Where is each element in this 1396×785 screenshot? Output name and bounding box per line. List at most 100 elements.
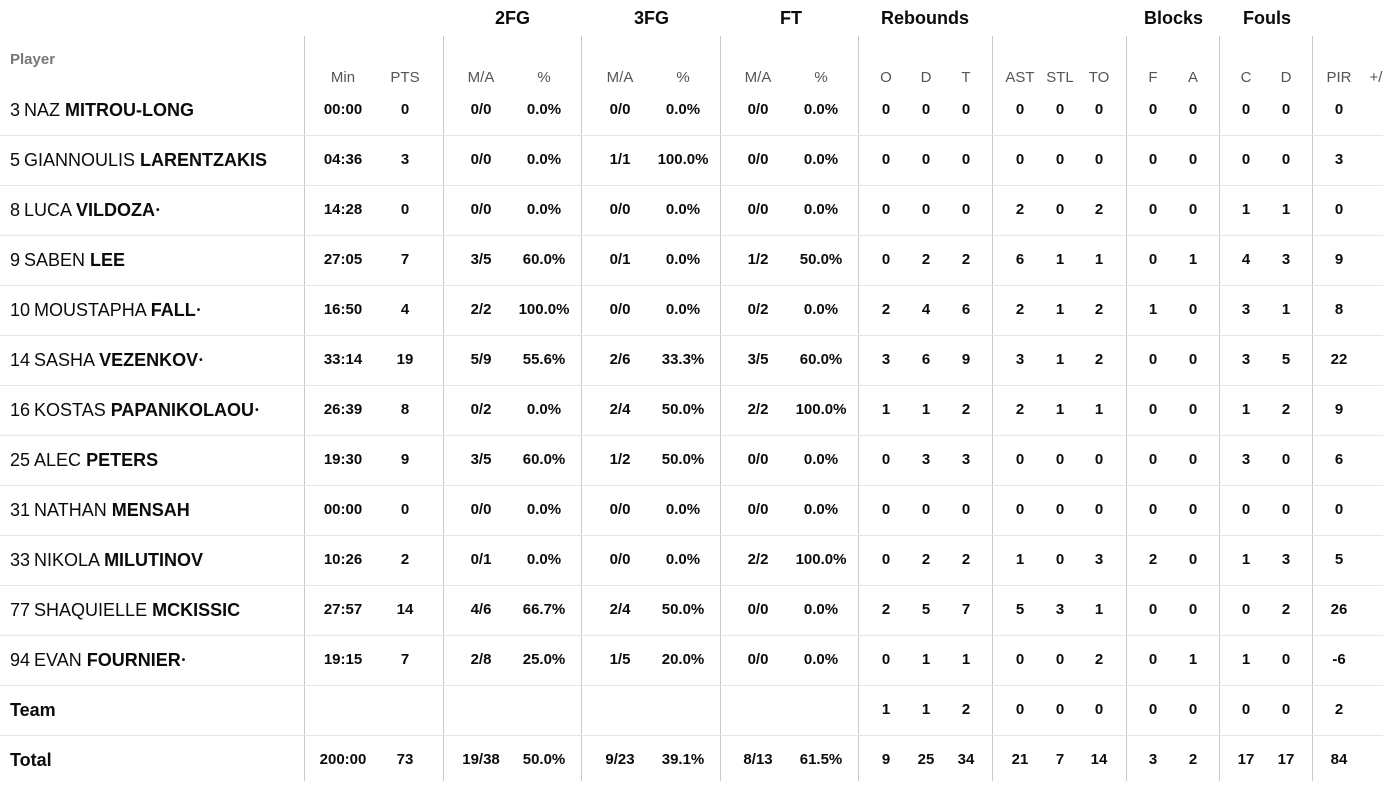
cell-blk-f: 1 bbox=[1148, 301, 1158, 318]
player-name-link[interactable]: 25 ALEC PETERS bbox=[10, 435, 158, 485]
cell-to: 14 bbox=[1090, 751, 1108, 768]
cell-stl: 0 bbox=[1055, 651, 1065, 668]
cell-2fg-pct: 25.0% bbox=[522, 651, 566, 668]
cell-foul-d: 0 bbox=[1281, 651, 1291, 668]
cell-to: 3 bbox=[1094, 551, 1104, 568]
player-first-name: SABEN bbox=[24, 250, 91, 270]
cell-to: 0 bbox=[1094, 701, 1104, 718]
col-header-reb-t[interactable]: T bbox=[961, 69, 971, 86]
player-name-link[interactable]: 94 EVAN FOURNIER• bbox=[10, 635, 185, 686]
starter-marker-icon: • bbox=[255, 405, 259, 417]
cell-pir: 6 bbox=[1334, 451, 1344, 468]
col-header-ast[interactable]: AST bbox=[1005, 69, 1035, 86]
cell-ast: 2 bbox=[1015, 201, 1025, 218]
cell-ast: 0 bbox=[1015, 151, 1025, 168]
col-header-blk-f[interactable]: F bbox=[1148, 69, 1158, 86]
player-name-link[interactable]: 10 MOUSTAPHA FALL• bbox=[10, 285, 200, 336]
starter-marker-icon: • bbox=[199, 355, 203, 367]
cell-reb-t: 0 bbox=[961, 201, 971, 218]
col-header-foul-c[interactable]: C bbox=[1240, 69, 1252, 86]
player-name-link[interactable]: 31 NATHAN MENSAH bbox=[10, 485, 190, 535]
col-header-2fg-pct[interactable]: % bbox=[537, 69, 551, 86]
table-row: 14 SASHA VEZENKOV• 33:14 19 5/9 55.6% 2/6 33.3%… bbox=[0, 335, 1383, 386]
col-header-stl[interactable]: STL bbox=[1046, 69, 1074, 86]
cell-foul-d: 17 bbox=[1277, 751, 1295, 768]
cell-reb-t: 0 bbox=[961, 501, 971, 518]
cell-reb-o: 0 bbox=[881, 501, 891, 518]
group-blocks: Blocks bbox=[1144, 8, 1204, 28]
col-header-ft-ma[interactable]: M/A bbox=[744, 69, 772, 86]
cell-pir: -6 bbox=[1332, 651, 1346, 668]
player-name-link[interactable]: 5 GIANNOULIS LARENTZAKIS bbox=[10, 135, 267, 185]
cell-ft-pct: 0.0% bbox=[803, 601, 839, 618]
cell-min: 10:26 bbox=[323, 551, 363, 568]
cell-2fg-ma: 2/2 bbox=[470, 301, 492, 318]
cell-stl: 0 bbox=[1055, 701, 1065, 718]
cell-pir: 3 bbox=[1334, 151, 1344, 168]
cell-ft-pct: 0.0% bbox=[803, 201, 839, 218]
col-header-pts[interactable]: PTS bbox=[390, 69, 420, 86]
col-header-min[interactable]: Min bbox=[330, 69, 356, 86]
player-first-name: SASHA bbox=[34, 350, 100, 370]
cell-to: 1 bbox=[1094, 401, 1104, 418]
col-header-ft-pct[interactable]: % bbox=[814, 69, 828, 86]
col-header-plusminus[interactable]: +/ bbox=[1369, 69, 1383, 86]
player-name-link[interactable]: 14 SASHA VEZENKOV• bbox=[10, 335, 203, 386]
cell-3fg-pct: 33.3% bbox=[661, 351, 705, 368]
cell-foul-c: 1 bbox=[1241, 551, 1251, 568]
cell-3fg-ma: 0/0 bbox=[609, 301, 631, 318]
col-header-pir[interactable]: PIR bbox=[1326, 69, 1352, 86]
cell-to: 2 bbox=[1094, 201, 1104, 218]
table-row: Total 200:00 73 19/38 50.0% 9/23 39.1% 8/13 61.5… bbox=[0, 735, 1383, 785]
cell-2fg-pct: 0.0% bbox=[526, 551, 562, 568]
cell-foul-c: 3 bbox=[1241, 301, 1251, 318]
cell-ft-ma: 0/2 bbox=[747, 301, 769, 318]
cell-ast: 0 bbox=[1015, 651, 1025, 668]
cell-2fg-pct: 0.0% bbox=[526, 401, 562, 418]
table-row: 94 EVAN FOURNIER• 19:15 7 2/8 25.0% 1/5 20.0% 0/… bbox=[0, 635, 1383, 686]
cell-reb-d: 1 bbox=[921, 701, 931, 718]
player-name-link[interactable]: 77 SHAQUIELLE MCKISSIC bbox=[10, 585, 240, 635]
cell-blk-a: 0 bbox=[1188, 101, 1198, 118]
cell-reb-t: 3 bbox=[961, 451, 971, 468]
cell-reb-o: 3 bbox=[881, 351, 891, 368]
cell-ast: 0 bbox=[1015, 101, 1025, 118]
col-header-3fg-ma[interactable]: M/A bbox=[606, 69, 634, 86]
cell-pts: 4 bbox=[400, 301, 410, 318]
cell-stl: 0 bbox=[1055, 551, 1065, 568]
player-first-name: NIKOLA bbox=[34, 550, 105, 570]
cell-stl: 1 bbox=[1055, 301, 1065, 318]
col-header-foul-d[interactable]: D bbox=[1280, 69, 1292, 86]
player-number: 77 bbox=[10, 600, 31, 620]
player-last-name: PETERS bbox=[86, 450, 159, 470]
cell-ft-pct: 50.0% bbox=[799, 251, 843, 268]
col-header-2fg-ma[interactable]: M/A bbox=[467, 69, 495, 86]
cell-3fg-ma: 0/0 bbox=[609, 101, 631, 118]
cell-reb-d: 1 bbox=[921, 651, 931, 668]
col-header-reb-o[interactable]: O bbox=[880, 69, 892, 86]
player-name-link[interactable]: 9 SABEN LEE bbox=[10, 235, 125, 285]
player-column-header[interactable]: Player bbox=[10, 51, 56, 68]
player-name-link[interactable]: 8 LUCA VILDOZA• bbox=[10, 185, 160, 236]
player-name-link[interactable]: 33 NIKOLA MILUTINOV bbox=[10, 535, 203, 585]
cell-min: 19:30 bbox=[323, 451, 363, 468]
table-row: 16 KOSTAS PAPANIKOLAOU• 26:39 8 0/2 0.0% 2/4 50… bbox=[0, 385, 1383, 436]
cell-stl: 0 bbox=[1055, 501, 1065, 518]
cell-reb-d: 3 bbox=[921, 451, 931, 468]
cell-foul-c: 0 bbox=[1241, 701, 1251, 718]
cell-blk-f: 0 bbox=[1148, 401, 1158, 418]
cell-foul-d: 3 bbox=[1281, 551, 1291, 568]
cell-reb-t: 2 bbox=[961, 251, 971, 268]
cell-blk-a: 0 bbox=[1188, 201, 1198, 218]
col-header-to[interactable]: TO bbox=[1088, 69, 1110, 86]
col-header-blk-a[interactable]: A bbox=[1187, 69, 1199, 86]
col-header-reb-d[interactable]: D bbox=[920, 69, 932, 86]
player-name-link[interactable]: 3 NAZ MITROU-LONG bbox=[10, 85, 194, 135]
player-name-link[interactable]: 16 KOSTAS PAPANIKOLAOU• bbox=[10, 385, 259, 436]
cell-blk-a: 2 bbox=[1188, 751, 1198, 768]
player-number: 31 bbox=[10, 500, 31, 520]
cell-ft-pct: 0.0% bbox=[803, 151, 839, 168]
cell-blk-f: 0 bbox=[1148, 151, 1158, 168]
col-header-3fg-pct[interactable]: % bbox=[676, 69, 690, 86]
cell-foul-c: 0 bbox=[1241, 601, 1251, 618]
